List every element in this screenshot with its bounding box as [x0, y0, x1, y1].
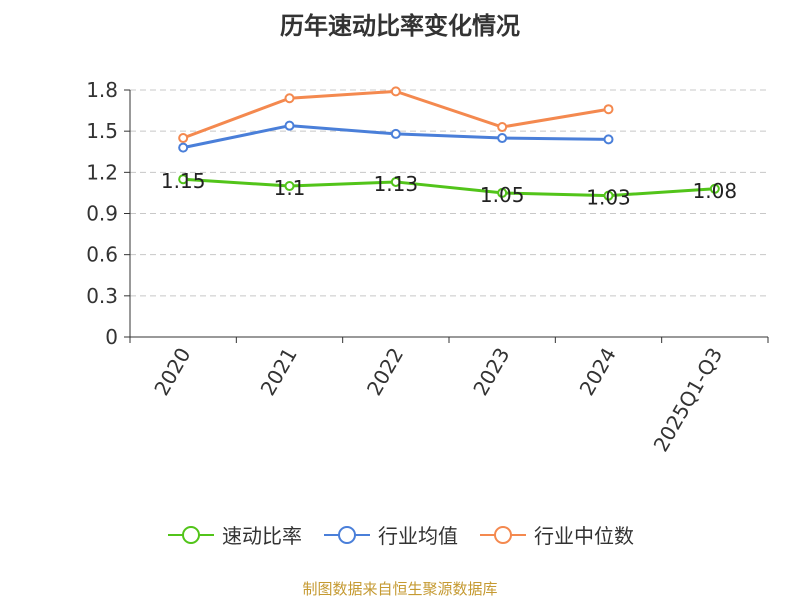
- data-label: 1.15: [161, 169, 206, 193]
- series-lines: [178, 86, 720, 201]
- series-line: [183, 177, 715, 198]
- y-tick-label: 1.5: [86, 119, 118, 143]
- y-tick-label: 1.8: [86, 78, 118, 102]
- data-point: [178, 142, 189, 153]
- legend-item[interactable]: 速动比率: [166, 520, 302, 549]
- data-point: [284, 120, 295, 131]
- data-point: [390, 86, 401, 97]
- data-point: [603, 104, 614, 115]
- x-tick-label: 2024: [575, 344, 621, 400]
- data-point: [390, 128, 401, 139]
- legend: 速动比率 行业均值 行业中位数: [0, 520, 800, 549]
- data-label: 1.13: [374, 172, 419, 196]
- data-point: [603, 134, 614, 145]
- y-tick-label: 0.3: [86, 284, 118, 308]
- legend-label: 行业均值: [378, 524, 458, 548]
- grid-lines: [130, 89, 768, 297]
- data-label: 1.1: [274, 176, 306, 200]
- x-tick-label: 2025Q1-Q3: [648, 344, 727, 456]
- legend-swatch: [480, 525, 526, 544]
- legend-swatch: [324, 525, 370, 544]
- data-point: [497, 122, 508, 133]
- y-tick-label: 1.2: [86, 160, 118, 184]
- data-point: [390, 176, 401, 187]
- data-point: [284, 93, 295, 104]
- legend-marker: [494, 525, 512, 544]
- data-point: [709, 183, 720, 194]
- legend-item[interactable]: 行业均值: [322, 520, 458, 549]
- data-point: [603, 190, 614, 201]
- data-point: [284, 181, 295, 192]
- legend-marker: [338, 525, 356, 544]
- data-label: 1.03: [586, 186, 631, 210]
- data-labels: 1.15 1.1 1.13 1.05 1.03 1.08: [161, 169, 737, 209]
- data-point: [178, 133, 189, 144]
- legend-label: 行业中位数: [534, 524, 634, 548]
- y-tick-label: 0.9: [86, 202, 118, 226]
- data-label: 1.05: [480, 183, 525, 207]
- source-note: 制图数据来自恒生聚源数据库: [302, 580, 498, 598]
- x-tick-label: 2020: [149, 344, 195, 400]
- legend-swatch: [168, 525, 214, 544]
- legend-item[interactable]: 行业中位数: [478, 520, 634, 549]
- data-label: 1.08: [693, 179, 738, 203]
- data-point: [178, 174, 189, 185]
- legend-marker: [182, 525, 200, 544]
- x-tick-label: 2023: [468, 343, 514, 399]
- data-point: [497, 187, 508, 198]
- x-tick-label: 2022: [362, 344, 408, 400]
- y-tick-label: 0.6: [86, 243, 118, 267]
- data-point: [497, 133, 508, 144]
- x-tick-label: 2021: [256, 344, 302, 400]
- legend-label: 速动比率: [222, 524, 302, 548]
- y-tick-label: 0: [105, 325, 118, 349]
- chart-title: 历年速动比率变化情况: [280, 12, 520, 40]
